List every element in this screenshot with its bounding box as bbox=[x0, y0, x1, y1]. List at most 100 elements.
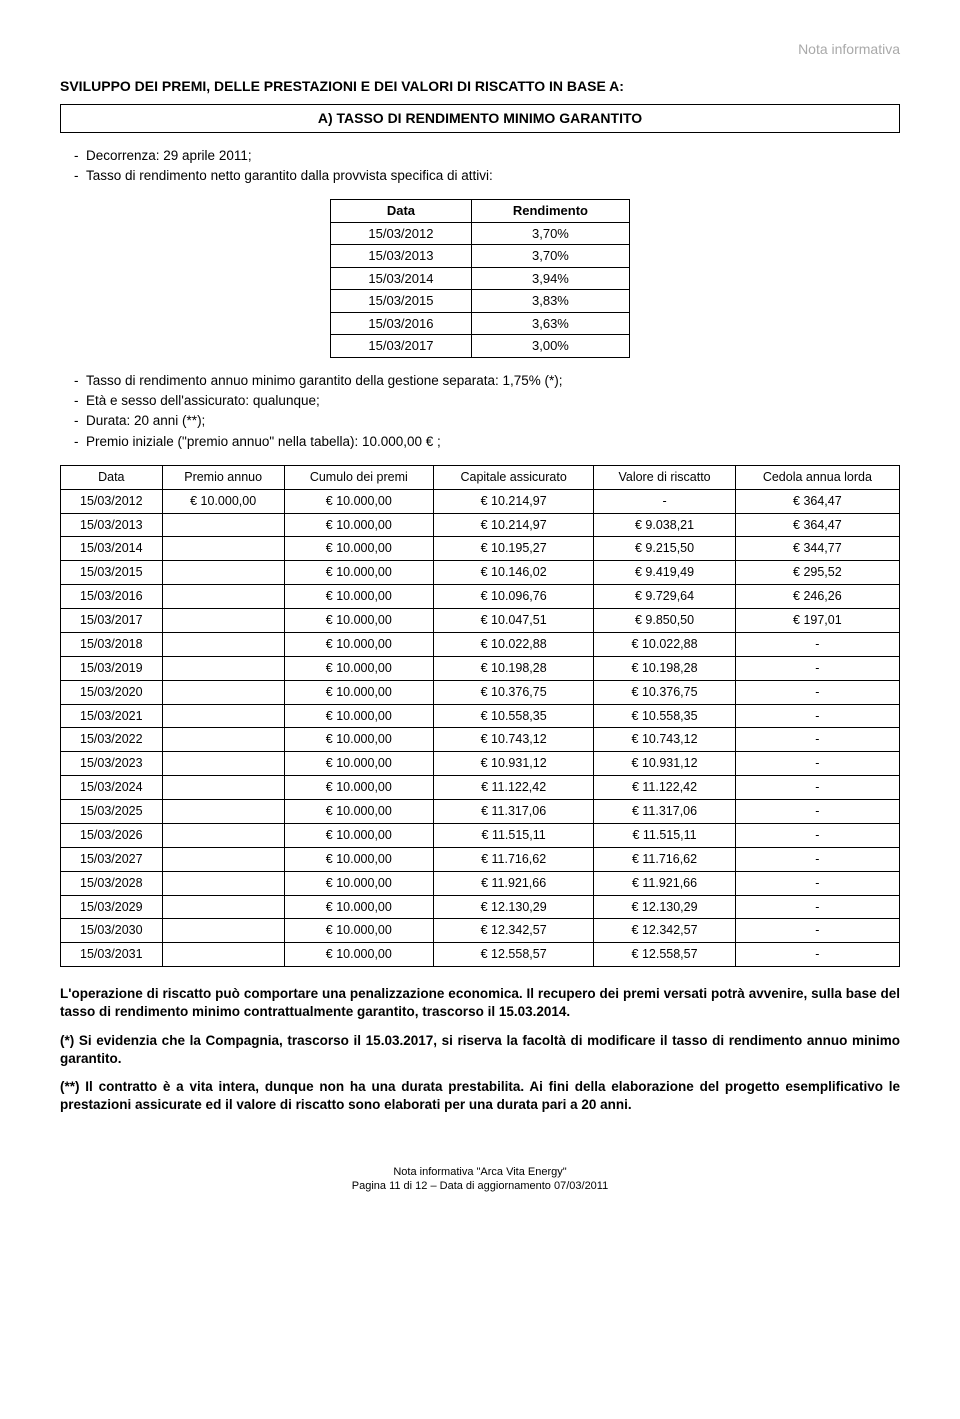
table-cell bbox=[162, 871, 284, 895]
table-row: 15/03/2031€ 10.000,00€ 12.558,57€ 12.558… bbox=[61, 943, 900, 967]
table-cell: 15/03/2017 bbox=[61, 609, 163, 633]
table-cell: - bbox=[735, 680, 899, 704]
table-cell bbox=[162, 895, 284, 919]
bullet-item: Età e sesso dell'assicurato: qualunque; bbox=[74, 392, 900, 410]
table-header: Valore di riscatto bbox=[594, 465, 735, 489]
table-cell: € 10.000,00 bbox=[284, 752, 433, 776]
table-cell: 3,63% bbox=[471, 312, 629, 335]
table-cell: € 10.047,51 bbox=[433, 609, 593, 633]
table-cell: 15/03/2012 bbox=[331, 222, 472, 245]
table-cell: € 12.342,57 bbox=[433, 919, 593, 943]
table-cell: 15/03/2018 bbox=[61, 632, 163, 656]
table-row: 15/03/2020€ 10.000,00€ 10.376,75€ 10.376… bbox=[61, 680, 900, 704]
table-header: Rendimento bbox=[471, 200, 629, 223]
table-row: 15/03/2029€ 10.000,00€ 12.130,29€ 12.130… bbox=[61, 895, 900, 919]
table-row: 15/03/2019€ 10.000,00€ 10.198,28€ 10.198… bbox=[61, 656, 900, 680]
table-cell: € 10.558,35 bbox=[594, 704, 735, 728]
table-cell: € 12.558,57 bbox=[433, 943, 593, 967]
section-box-title: A) TASSO DI RENDIMENTO MINIMO GARANTITO bbox=[60, 104, 900, 133]
table-cell: € 344,77 bbox=[735, 537, 899, 561]
table-header: Capitale assicurato bbox=[433, 465, 593, 489]
table-cell: € 12.130,29 bbox=[433, 895, 593, 919]
table-cell: 3,83% bbox=[471, 290, 629, 313]
table-cell: 15/03/2024 bbox=[61, 776, 163, 800]
bullet-item: Tasso di rendimento annuo minimo garanti… bbox=[74, 372, 900, 390]
table-cell: € 10.000,00 bbox=[284, 513, 433, 537]
footer: Nota informativa "Arca Vita Energy" Pagi… bbox=[60, 1165, 900, 1194]
table-row: 15/03/2018€ 10.000,00€ 10.022,88€ 10.022… bbox=[61, 632, 900, 656]
table-cell: 3,70% bbox=[471, 245, 629, 268]
table-cell: € 10.000,00 bbox=[284, 489, 433, 513]
table-cell bbox=[162, 847, 284, 871]
table-cell: € 364,47 bbox=[735, 513, 899, 537]
paragraph-1: L'operazione di riscatto può comportare … bbox=[60, 985, 900, 1021]
table-cell: € 10.000,00 bbox=[284, 895, 433, 919]
bullet-item: Decorrenza: 29 aprile 2011; bbox=[74, 147, 900, 165]
table-cell: 15/03/2025 bbox=[61, 800, 163, 824]
paragraph-3: (**) Il contratto è a vita intera, dunqu… bbox=[60, 1078, 900, 1114]
table-cell: € 11.317,06 bbox=[594, 800, 735, 824]
table-cell: 15/03/2026 bbox=[61, 823, 163, 847]
table-row: 15/03/2012€ 10.000,00€ 10.000,00€ 10.214… bbox=[61, 489, 900, 513]
table-cell: € 10.000,00 bbox=[284, 537, 433, 561]
table-cell: € 10.000,00 bbox=[284, 847, 433, 871]
table-cell: € 11.122,42 bbox=[594, 776, 735, 800]
table-cell bbox=[162, 728, 284, 752]
table-cell: 3,00% bbox=[471, 335, 629, 358]
table-cell: € 364,47 bbox=[735, 489, 899, 513]
table-cell: € 10.558,35 bbox=[433, 704, 593, 728]
table-cell: € 11.515,11 bbox=[594, 823, 735, 847]
table-cell: € 197,01 bbox=[735, 609, 899, 633]
table-cell bbox=[162, 704, 284, 728]
table-cell: € 10.000,00 bbox=[284, 823, 433, 847]
table-cell: - bbox=[735, 704, 899, 728]
bullet-item: Tasso di rendimento netto garantito dall… bbox=[74, 167, 900, 185]
table-cell: - bbox=[735, 895, 899, 919]
table-cell: 15/03/2029 bbox=[61, 895, 163, 919]
table-cell: 15/03/2020 bbox=[61, 680, 163, 704]
table-cell: 15/03/2013 bbox=[331, 245, 472, 268]
table-cell: 3,70% bbox=[471, 222, 629, 245]
table-cell: 15/03/2028 bbox=[61, 871, 163, 895]
table-cell: € 10.214,97 bbox=[433, 489, 593, 513]
footer-line-1: Nota informativa "Arca Vita Energy" bbox=[60, 1165, 900, 1179]
table-cell: - bbox=[735, 728, 899, 752]
table-row: 15/03/2026€ 10.000,00€ 11.515,11€ 11.515… bbox=[61, 823, 900, 847]
table-row: 15/03/2025€ 10.000,00€ 11.317,06€ 11.317… bbox=[61, 800, 900, 824]
table-cell: 15/03/2014 bbox=[331, 267, 472, 290]
table-cell: € 10.000,00 bbox=[284, 776, 433, 800]
table-cell: 15/03/2021 bbox=[61, 704, 163, 728]
table-cell: - bbox=[735, 656, 899, 680]
table-cell: - bbox=[735, 823, 899, 847]
table-cell: € 12.558,57 bbox=[594, 943, 735, 967]
main-title: SVILUPPO DEI PREMI, DELLE PRESTAZIONI E … bbox=[60, 77, 900, 96]
table-row: 15/03/2021€ 10.000,00€ 10.558,35€ 10.558… bbox=[61, 704, 900, 728]
table-header: Premio annuo bbox=[162, 465, 284, 489]
table-cell: € 10.000,00 bbox=[284, 704, 433, 728]
table-cell: € 10.000,00 bbox=[284, 632, 433, 656]
table-cell: € 11.122,42 bbox=[433, 776, 593, 800]
table-cell bbox=[162, 943, 284, 967]
table-cell: € 10.376,75 bbox=[433, 680, 593, 704]
table-cell: € 10.195,27 bbox=[433, 537, 593, 561]
table-cell: € 10.000,00 bbox=[284, 656, 433, 680]
table-row: 15/03/20163,63% bbox=[331, 312, 630, 335]
table-cell: € 11.515,11 bbox=[433, 823, 593, 847]
table-cell: € 10.000,00 bbox=[284, 609, 433, 633]
table-cell bbox=[162, 776, 284, 800]
table-row: 15/03/2017 € 10.000,00€ 10.047,51€ 9.850,… bbox=[61, 609, 900, 633]
table-cell: € 10.214,97 bbox=[433, 513, 593, 537]
table-cell bbox=[162, 919, 284, 943]
table-cell bbox=[162, 823, 284, 847]
table-cell: € 9.850,50 bbox=[594, 609, 735, 633]
bullet-item: Premio iniziale ("premio annuo" nella ta… bbox=[74, 433, 900, 451]
table-row: 15/03/2015€ 10.000,00€ 10.146,02€ 9.419,… bbox=[61, 561, 900, 585]
table-cell: € 11.921,66 bbox=[594, 871, 735, 895]
table-cell: € 11.716,62 bbox=[594, 847, 735, 871]
table-cell: € 10.000,00 bbox=[284, 680, 433, 704]
table-cell: € 10.198,28 bbox=[433, 656, 593, 680]
table-cell bbox=[162, 656, 284, 680]
table-cell: € 10.931,12 bbox=[594, 752, 735, 776]
bullets-top: Decorrenza: 29 aprile 2011; Tasso di rend… bbox=[60, 147, 900, 185]
table-row: 15/03/20143,94% bbox=[331, 267, 630, 290]
